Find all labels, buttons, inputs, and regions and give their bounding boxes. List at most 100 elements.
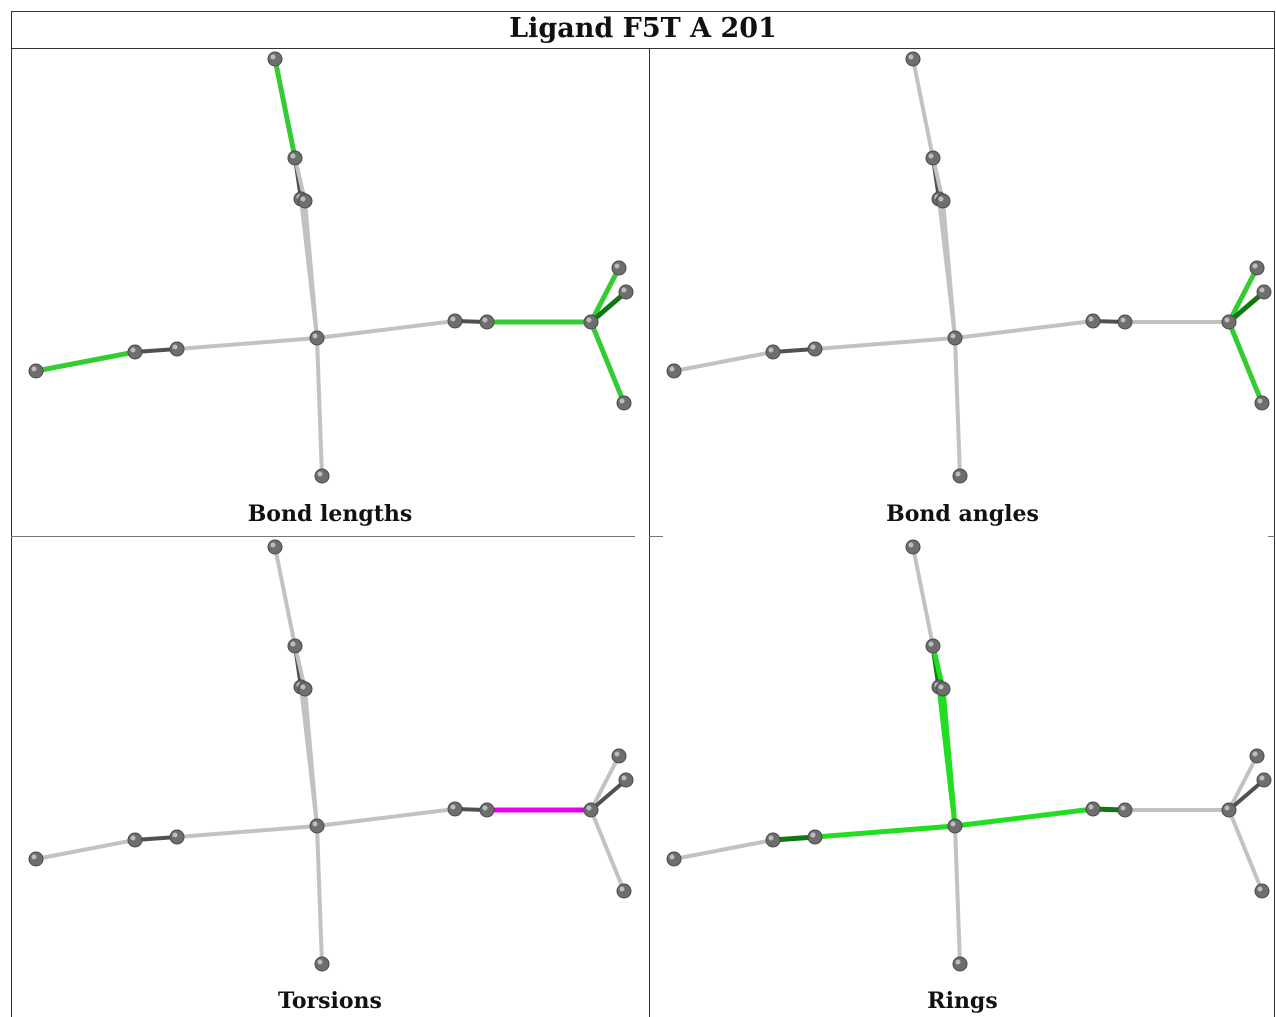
atom-cr1 [447, 801, 463, 817]
atom-fa [611, 260, 627, 276]
bond-cf-fb [589, 778, 628, 812]
atom-highlight-c1 [290, 153, 296, 159]
atom-fa [1249, 748, 1265, 764]
atom-highlight-c1 [928, 153, 934, 159]
atom-highlight-fa [614, 751, 620, 757]
atom-cl2 [807, 341, 823, 357]
atom-f2 [314, 468, 330, 484]
bond-f1-c1 [272, 56, 298, 161]
atom-cx [309, 330, 325, 346]
atom-c1 [925, 150, 941, 166]
panel-torsions: Torsions [11, 537, 649, 1017]
atom-highlight-cr1 [1088, 804, 1094, 810]
atom-cr1 [1085, 313, 1101, 329]
atom-highlight-cf [586, 805, 592, 811]
horizontal-divider-right [1268, 536, 1275, 537]
atom-highlight-fc [1257, 398, 1263, 404]
atom-highlight-cr2 [1120, 317, 1126, 323]
atom-cf [583, 802, 599, 818]
atom-highlight-f2 [955, 471, 961, 477]
atom-fb [618, 284, 634, 300]
bond-cf-fa [1226, 265, 1260, 325]
atom-highlight-fb [1259, 287, 1265, 293]
atom-f1 [905, 539, 921, 555]
bond-f1-c1 [911, 57, 935, 160]
atom-highlight-fb [621, 775, 627, 781]
bond-cf-fc [1227, 808, 1264, 893]
atom-highlight-f1 [270, 542, 276, 548]
bond-cf-fb [1227, 778, 1266, 812]
atom-highlight-fc [1257, 886, 1263, 892]
atom-cl2 [169, 341, 185, 357]
caption-rings: Rings [927, 988, 998, 1014]
bond-cx-cl2 [813, 336, 957, 351]
bond-f1-c1 [273, 545, 297, 648]
bond-cf-fc [1226, 319, 1265, 406]
atom-highlight-cl2 [810, 832, 816, 838]
bond-cx-cr1 [315, 319, 457, 340]
atom-highlight-cl1 [768, 347, 774, 353]
atom-c3 [297, 193, 313, 209]
atom-f1 [267, 539, 283, 555]
bond-cl1-f3 [33, 349, 138, 374]
atom-f2 [952, 956, 968, 972]
atom-highlight-f1 [908, 542, 914, 548]
panel-bond-lengths: Bond lengths [11, 49, 649, 536]
bond-cl1-f3 [34, 838, 137, 861]
atom-cf [583, 314, 599, 330]
atom-highlight-fc [619, 398, 625, 404]
atom-highlight-f3 [669, 366, 675, 372]
table-frame [11, 11, 1275, 1017]
atom-highlight-fa [614, 263, 620, 269]
atom-highlight-fa [1252, 263, 1258, 269]
atom-fa [611, 748, 627, 764]
atom-highlight-cl2 [810, 344, 816, 350]
atom-highlight-f2 [317, 471, 323, 477]
caption-bond-lengths: Bond lengths [247, 501, 413, 527]
bond-cx-cl2 [812, 823, 958, 840]
atom-f2 [314, 956, 330, 972]
atom-c1 [287, 638, 303, 654]
atom-c3 [935, 193, 951, 209]
atom-highlight-f2 [955, 959, 961, 965]
horizontal-divider-mid [649, 536, 663, 537]
bond-cl1-f3 [672, 350, 775, 373]
molecule-view-torsions [28, 539, 634, 972]
atom-highlight-fa [1252, 751, 1258, 757]
atom-highlight-cl1 [768, 835, 774, 841]
atom-highlight-fb [1259, 775, 1265, 781]
atom-highlight-cl1 [130, 347, 136, 353]
atom-highlight-cr1 [1088, 316, 1094, 322]
atom-fc [616, 883, 632, 899]
bond-cx-cr1 [952, 806, 1096, 829]
atom-highlight-cl2 [172, 344, 178, 350]
atom-highlight-c3 [300, 196, 306, 202]
page-title: Ligand F5T A 201 [11, 11, 1275, 49]
atom-cx [947, 818, 963, 834]
atom-highlight-c1 [290, 641, 296, 647]
atom-highlight-f3 [31, 854, 37, 860]
atom-cr2 [479, 314, 495, 330]
bond-cx-f2 [315, 336, 324, 478]
atom-highlight-cf [1224, 317, 1230, 323]
atom-cl1 [765, 832, 781, 848]
atom-highlight-cx [950, 821, 956, 827]
atom-f3 [28, 851, 44, 867]
bond-c3-cx [303, 687, 319, 828]
atom-cr2 [1117, 314, 1133, 330]
atom-highlight-cx [312, 821, 318, 827]
atom-cr2 [1117, 802, 1133, 818]
atom-cx [947, 330, 963, 346]
atom-f1 [267, 51, 283, 67]
molecule-view-bond-angles [666, 51, 1272, 484]
atom-highlight-cr2 [482, 317, 488, 323]
atom-cl1 [127, 832, 143, 848]
vertical-divider [649, 49, 650, 1017]
molecule-view-rings [666, 539, 1272, 972]
bond-cx-f2 [315, 824, 324, 966]
atom-highlight-f3 [31, 366, 37, 372]
caption-torsions: Torsions [278, 988, 382, 1014]
atom-cx [309, 818, 325, 834]
atom-highlight-f1 [908, 54, 914, 60]
atom-highlight-c3 [938, 196, 944, 202]
